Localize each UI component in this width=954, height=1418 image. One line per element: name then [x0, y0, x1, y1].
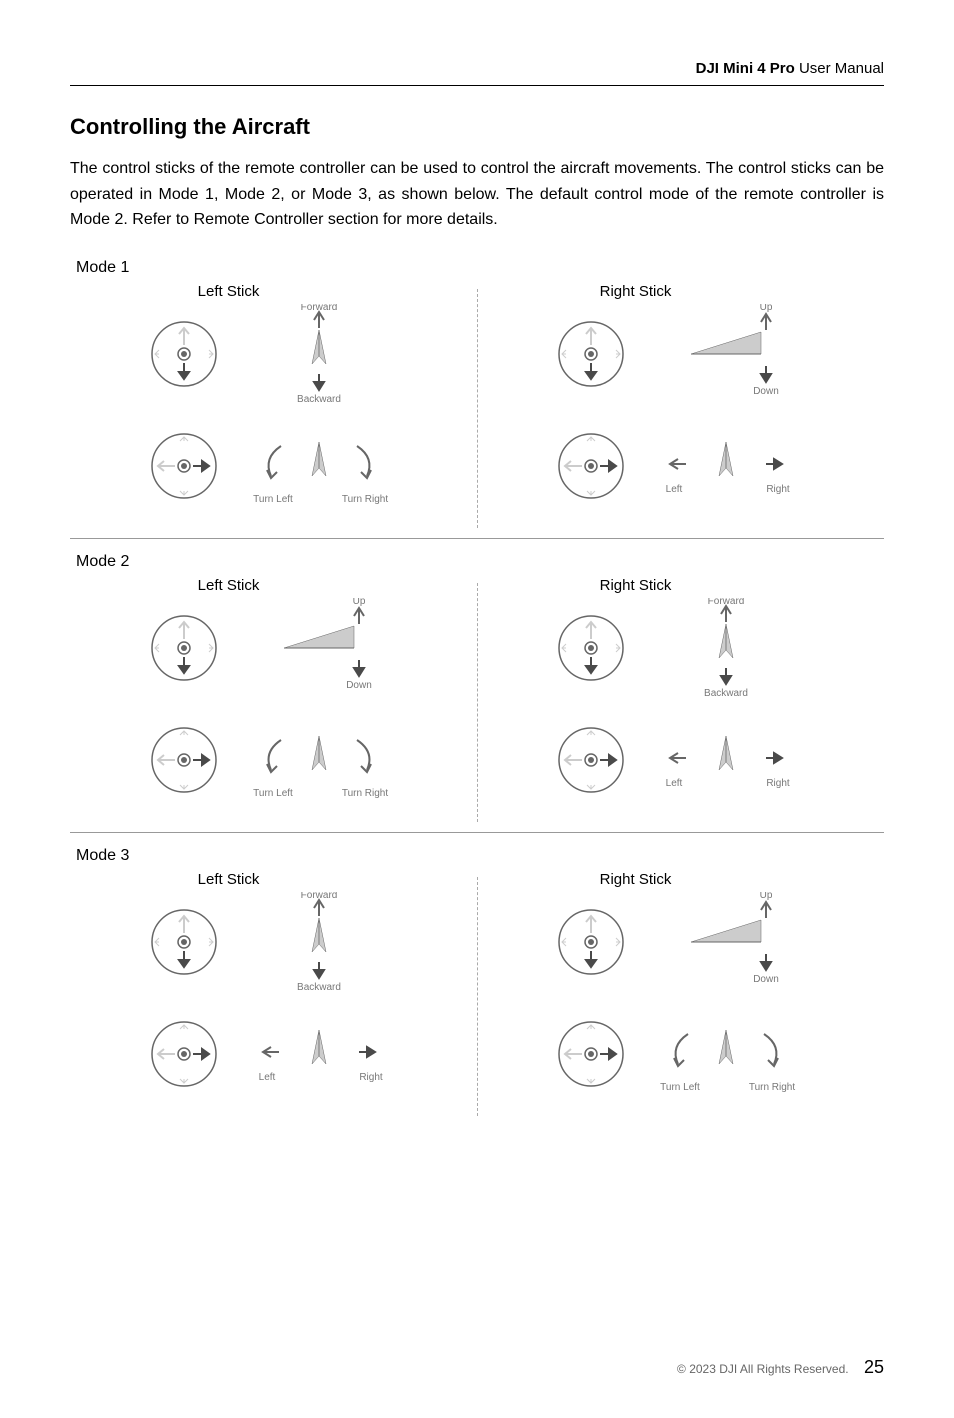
- action-turn-icon: Turn Left Turn Right: [646, 1004, 806, 1104]
- action-forward_backward-icon: Forward Backward: [239, 892, 399, 992]
- stick-row: Left Right: [492, 710, 869, 810]
- stick-vertical-icon: [149, 319, 219, 389]
- svg-text:Turn Right: Turn Right: [748, 1082, 795, 1093]
- stick-row: Forward Backward: [492, 598, 869, 698]
- svg-text:Up: Up: [759, 892, 772, 901]
- action-up_down-icon: Up Down: [646, 892, 806, 992]
- header-title: DJI Mini 4 Pro User Manual: [696, 60, 884, 77]
- right-stick-group: Right Stick Up Down Left Right: [477, 283, 884, 528]
- svg-text:Left: Left: [258, 1072, 275, 1083]
- right-stick-title: Right Stick: [402, 577, 869, 594]
- vertical-divider: [477, 289, 478, 528]
- mode-section: Mode 3 Left Stick Forward Backward Lef: [70, 847, 884, 1126]
- svg-text:Turn Left: Turn Left: [660, 1082, 700, 1093]
- page-footer: © 2023 DJI All Rights Reserved. 25: [677, 1357, 884, 1378]
- stick-vertical-icon: [149, 907, 219, 977]
- svg-text:Down: Down: [753, 974, 779, 985]
- manual-suffix: User Manual: [795, 60, 884, 77]
- svg-text:Backward: Backward: [297, 982, 341, 992]
- left-stick-group: Left Stick Forward Backward Left Right: [70, 871, 477, 1116]
- stick-row: Turn Left Turn Right: [85, 416, 462, 516]
- mode-content: Left Stick Forward Backward Turn Left Tu…: [70, 283, 884, 539]
- mode-content: Left Stick Up Down Turn Left Turn Right: [70, 577, 884, 833]
- stick-row: Forward Backward: [85, 892, 462, 992]
- svg-text:Turn Left: Turn Left: [253, 788, 293, 799]
- stick-horizontal-icon: [149, 431, 219, 501]
- stick-vertical-icon: [556, 907, 626, 977]
- stick-row: Left Right: [85, 1004, 462, 1104]
- left-stick-group: Left Stick Forward Backward Turn Left Tu…: [70, 283, 477, 528]
- svg-text:Down: Down: [753, 386, 779, 397]
- svg-text:Turn Left: Turn Left: [253, 494, 293, 505]
- svg-text:Up: Up: [352, 598, 365, 607]
- action-left_right-icon: Left Right: [646, 710, 806, 810]
- svg-text:Forward: Forward: [300, 304, 337, 313]
- left-stick-title: Left Stick: [0, 871, 462, 888]
- svg-text:Forward: Forward: [707, 598, 744, 607]
- svg-text:Left: Left: [665, 778, 682, 789]
- stick-row: Forward Backward: [85, 304, 462, 404]
- stick-vertical-icon: [149, 613, 219, 683]
- left-stick-title: Left Stick: [0, 577, 462, 594]
- stick-row: Up Down: [85, 598, 462, 698]
- svg-text:Backward: Backward: [704, 688, 748, 698]
- right-stick-title: Right Stick: [402, 283, 869, 300]
- copyright: © 2023 DJI All Rights Reserved.: [677, 1362, 849, 1376]
- stick-vertical-icon: [556, 613, 626, 683]
- stick-vertical-icon: [556, 319, 626, 389]
- vertical-divider: [477, 877, 478, 1116]
- stick-horizontal-icon: [556, 1019, 626, 1089]
- action-up_down-icon: Up Down: [646, 304, 806, 404]
- page-number: 25: [864, 1357, 884, 1377]
- mode-label: Mode 1: [70, 259, 884, 277]
- mode-label: Mode 2: [70, 553, 884, 571]
- mode-section: Mode 2 Left Stick Up Down Turn Left: [70, 553, 884, 833]
- intro-paragraph: The control sticks of the remote control…: [70, 156, 884, 233]
- left-stick-group: Left Stick Up Down Turn Left Turn Right: [70, 577, 477, 822]
- stick-row: Turn Left Turn Right: [85, 710, 462, 810]
- stick-horizontal-icon: [149, 1019, 219, 1089]
- svg-text:Right: Right: [766, 778, 790, 789]
- action-up_down-icon: Up Down: [239, 598, 399, 698]
- page-header: DJI Mini 4 Pro User Manual: [70, 60, 884, 86]
- left-stick-title: Left Stick: [0, 283, 462, 300]
- stick-horizontal-icon: [556, 725, 626, 795]
- svg-text:Forward: Forward: [300, 892, 337, 901]
- mode-content: Left Stick Forward Backward Left Right: [70, 871, 884, 1126]
- action-turn-icon: Turn Left Turn Right: [239, 416, 399, 516]
- action-left_right-icon: Left Right: [646, 416, 806, 516]
- svg-text:Turn Right: Turn Right: [341, 494, 388, 505]
- action-forward_backward-icon: Forward Backward: [646, 598, 806, 698]
- modes-container: Mode 1 Left Stick Forward Backward Tur: [70, 259, 884, 1126]
- stick-horizontal-icon: [149, 725, 219, 795]
- right-stick-group: Right Stick Up Down Turn Left Turn Right: [477, 871, 884, 1116]
- svg-text:Turn Right: Turn Right: [341, 788, 388, 799]
- stick-row: Left Right: [492, 416, 869, 516]
- stick-row: Up Down: [492, 892, 869, 992]
- svg-text:Right: Right: [766, 484, 790, 495]
- svg-text:Left: Left: [665, 484, 682, 495]
- action-forward_backward-icon: Forward Backward: [239, 304, 399, 404]
- mode-label: Mode 3: [70, 847, 884, 865]
- svg-text:Right: Right: [359, 1072, 383, 1083]
- product-name: DJI Mini 4 Pro: [696, 60, 795, 77]
- svg-text:Up: Up: [759, 304, 772, 313]
- stick-horizontal-icon: [556, 431, 626, 501]
- vertical-divider: [477, 583, 478, 822]
- section-title: Controlling the Aircraft: [70, 114, 884, 140]
- mode-section: Mode 1 Left Stick Forward Backward Tur: [70, 259, 884, 539]
- action-turn-icon: Turn Left Turn Right: [239, 710, 399, 810]
- right-stick-group: Right Stick Forward Backward Left Right: [477, 577, 884, 822]
- right-stick-title: Right Stick: [402, 871, 869, 888]
- action-left_right-icon: Left Right: [239, 1004, 399, 1104]
- svg-text:Backward: Backward: [297, 394, 341, 404]
- stick-row: Turn Left Turn Right: [492, 1004, 869, 1104]
- stick-row: Up Down: [492, 304, 869, 404]
- svg-text:Down: Down: [346, 680, 372, 691]
